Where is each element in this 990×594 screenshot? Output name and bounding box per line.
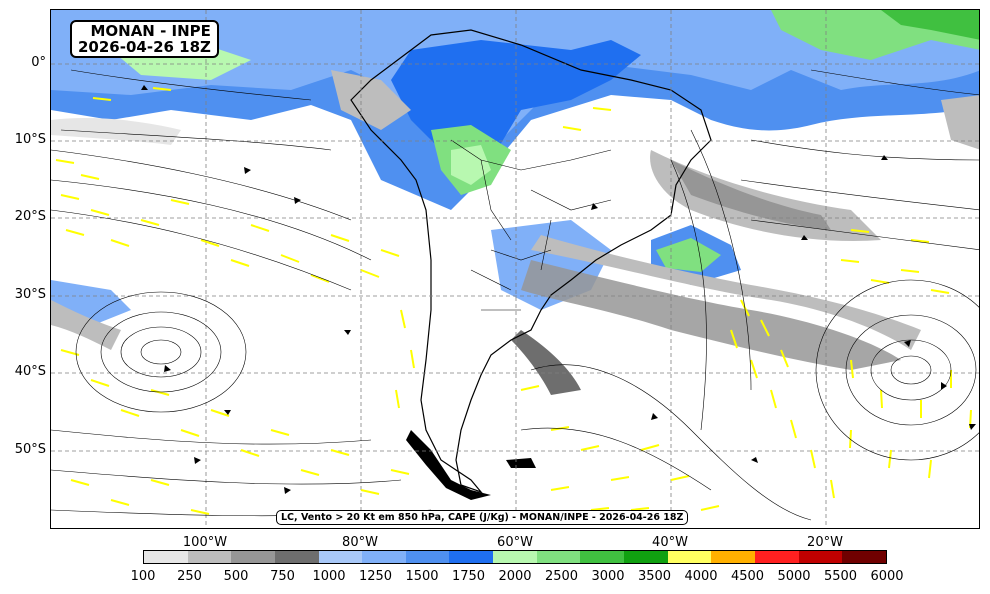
map-panel (50, 9, 980, 529)
colorbar-tick-label: 2000 (498, 569, 532, 584)
colorbar-segment (362, 551, 406, 563)
lat-label-10s: 10°S (14, 132, 46, 147)
graticule (51, 10, 979, 528)
colorbar-segment (536, 551, 581, 563)
colorbar-segment (318, 551, 363, 563)
colorbar-tick-label: 3000 (591, 569, 625, 584)
lat-label-20s: 20°S (14, 209, 46, 224)
lat-label-50s: 50°S (14, 442, 46, 457)
map-title-box: MONAN - INPE 2026-04-26 18Z (70, 20, 219, 58)
colorbar-segment (667, 551, 712, 563)
colorbar-tick-label: 1250 (358, 569, 393, 584)
colorbar-segment (711, 551, 755, 563)
colorbar-segment (580, 551, 625, 563)
lon-label-80w: 80°W (342, 535, 378, 550)
colorbar-tick-label: 250 (177, 569, 202, 584)
colorbar-tick-label: 2500 (544, 569, 579, 584)
colorbar-tick-label: 3500 (637, 569, 672, 584)
colorbar-tick-label: 4500 (730, 569, 765, 584)
map-canvas (51, 10, 979, 528)
colorbar-tick-label: 6000 (870, 569, 904, 584)
colorbar-tick-label: 500 (223, 569, 249, 584)
lat-label-40s: 40°S (14, 364, 46, 379)
colorbar-tick-label: 5500 (823, 569, 858, 584)
colorbar-segment (798, 551, 843, 563)
colorbar-tick-label: 5000 (777, 569, 811, 584)
colorbar-segment (493, 551, 537, 563)
colorbar-tick-label: 100 (130, 569, 156, 584)
cape-shading (51, 10, 979, 330)
colorbar-tick-label: 1750 (451, 569, 486, 584)
map-caption: LC, Vento > 20 Kt em 850 hPa, CAPE (J/Kg… (276, 510, 689, 525)
colorbar-segment (449, 551, 494, 563)
streamline-arrows (141, 85, 976, 494)
lon-label-100w: 100°W (182, 535, 228, 550)
wind-vectors (55, 87, 972, 515)
colorbar-segment (274, 551, 319, 563)
lon-label-60w: 60°W (497, 535, 533, 550)
colorbar-tick-label: 1000 (312, 569, 346, 584)
lat-label-0: 0° (31, 55, 46, 70)
colorbar-segment (624, 551, 668, 563)
colorbar-segment (187, 551, 232, 563)
cape-colorbar (143, 550, 887, 564)
colorbar-tick-label: 4000 (684, 569, 718, 584)
colorbar-segment (144, 551, 188, 563)
colorbar-segment (754, 551, 799, 563)
lon-label-20w: 20°W (807, 535, 843, 550)
lon-label-40w: 40°W (652, 535, 688, 550)
lat-label-30s: 30°S (14, 287, 46, 302)
colorbar-segment (231, 551, 275, 563)
colorbar-segment (405, 551, 450, 563)
map-datetime: 2026-04-26 18Z (78, 38, 211, 56)
cape-gray-band (51, 70, 979, 395)
colorbar-tick-label: 1500 (405, 569, 439, 584)
colorbar-segment (842, 551, 886, 563)
coastline (350, 29, 712, 500)
colorbar-tick-label: 750 (270, 569, 295, 584)
map-title: MONAN - INPE (90, 22, 211, 40)
